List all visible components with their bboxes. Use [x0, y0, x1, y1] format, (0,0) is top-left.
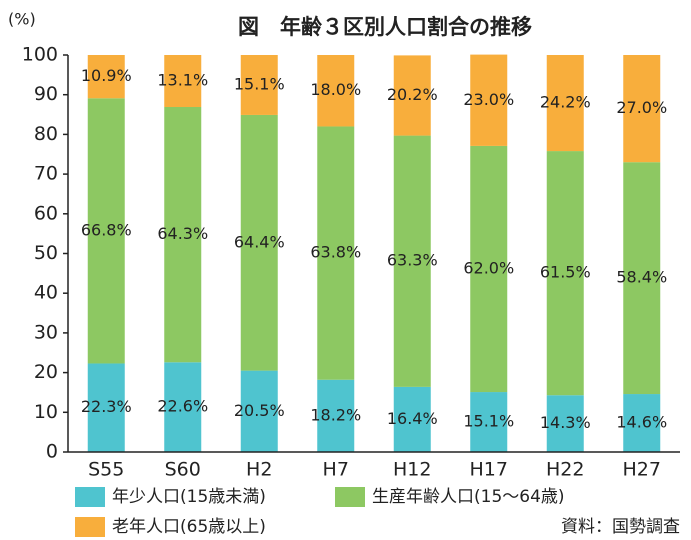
data-label: 18.0% — [310, 80, 361, 99]
y-tick-label: 80 — [34, 123, 58, 145]
bar-segment — [164, 55, 202, 108]
bar-segment — [546, 395, 584, 452]
bar-segment — [470, 392, 508, 452]
data-label: 24.2% — [540, 93, 591, 112]
x-tick-label: H12 — [393, 459, 431, 481]
data-label: 62.0% — [463, 258, 514, 277]
legend-swatch — [75, 487, 105, 507]
bar-segment — [393, 135, 431, 387]
bar-segment — [546, 55, 584, 152]
x-tick-label: S55 — [88, 459, 124, 481]
bar-segment — [164, 107, 202, 363]
bar-segment — [393, 55, 431, 136]
bar-segment — [240, 114, 278, 371]
legend-swatch — [335, 487, 365, 507]
bar-segment — [317, 126, 355, 380]
data-label: 20.5% — [234, 401, 285, 420]
data-label: 14.3% — [540, 413, 591, 432]
data-label: 63.3% — [387, 251, 438, 270]
bar-segment — [164, 362, 202, 452]
data-label: 23.0% — [463, 90, 514, 109]
bar-segment — [317, 55, 355, 127]
bar-segment — [317, 379, 355, 452]
data-label: 15.1% — [234, 74, 285, 93]
x-tick-label: S60 — [165, 459, 201, 481]
data-label: 13.1% — [157, 71, 208, 90]
data-label: 15.1% — [463, 412, 514, 431]
data-label: 66.8% — [81, 220, 132, 239]
source-note: 資料：国勢調査 — [561, 517, 680, 537]
y-tick-label: 100 — [22, 44, 58, 66]
x-tick-label: H17 — [470, 459, 508, 481]
y-tick-label: 0 — [46, 441, 58, 463]
y-tick-label: 40 — [34, 282, 58, 304]
bar-segment — [623, 162, 661, 395]
data-label: 22.3% — [81, 397, 132, 416]
x-tick-label: H27 — [623, 459, 661, 481]
bar-segment — [87, 98, 125, 364]
y-unit: (%) — [8, 10, 36, 29]
y-tick-label: 60 — [34, 202, 58, 224]
bar-segment — [623, 394, 661, 452]
data-label: 63.8% — [310, 243, 361, 262]
x-tick-label: H22 — [546, 459, 584, 481]
legend-label: 老年人口(65歳以上) — [112, 517, 266, 537]
chart-title: 図 年齢３区別人口割合の推移 — [238, 15, 532, 39]
data-label: 58.4% — [616, 268, 667, 287]
y-tick-label: 90 — [34, 83, 58, 105]
bar-segment — [87, 55, 125, 99]
legend-label: 生産年齢人口(15～64歳) — [372, 487, 565, 507]
data-label: 10.9% — [81, 66, 132, 85]
bar-segment — [393, 386, 431, 452]
y-tick-label: 10 — [34, 401, 58, 423]
bar-segment — [470, 54, 508, 146]
y-tick-label: 70 — [34, 163, 58, 185]
bar-segment — [240, 55, 278, 115]
bar-segment — [87, 363, 125, 452]
bar-segment — [546, 151, 584, 396]
data-label: 27.0% — [616, 98, 667, 117]
x-tick-label: H2 — [246, 459, 272, 481]
bar-segment — [470, 145, 508, 393]
legend-label: 年少人口(15歳未満) — [112, 487, 266, 507]
data-label: 20.2% — [387, 85, 438, 104]
data-label: 64.3% — [157, 224, 208, 243]
legend-swatch — [75, 517, 105, 537]
bar-segment — [240, 370, 278, 452]
data-label: 64.4% — [234, 232, 285, 251]
data-label: 22.6% — [157, 397, 208, 416]
data-label: 18.2% — [310, 405, 361, 424]
data-label: 61.5% — [540, 263, 591, 282]
data-label: 16.4% — [387, 409, 438, 428]
y-tick-label: 20 — [34, 361, 58, 383]
y-tick-label: 30 — [34, 321, 58, 343]
x-tick-label: H7 — [323, 459, 349, 481]
data-label: 14.6% — [616, 413, 667, 432]
bar-segment — [623, 55, 661, 163]
y-tick-label: 50 — [34, 242, 58, 264]
